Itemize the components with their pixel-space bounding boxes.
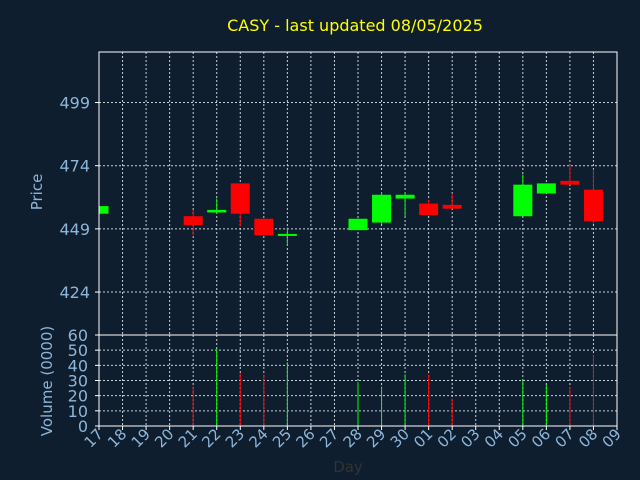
candle-body	[207, 209, 227, 213]
x-axis-label: Day	[333, 458, 363, 476]
candle	[183, 209, 203, 236]
candle-body	[395, 194, 415, 199]
candle-body	[560, 180, 580, 185]
candle-body	[183, 216, 203, 226]
candle-body	[513, 184, 533, 217]
candle-body	[230, 183, 250, 214]
candle-body	[99, 206, 109, 214]
candle	[419, 199, 439, 215]
candle-body	[372, 194, 392, 223]
candle	[98, 206, 109, 214]
candle	[207, 198, 227, 214]
price-tick-label: 449	[59, 220, 90, 239]
candle	[230, 183, 250, 227]
volume-axis-label: Volume (0000)	[38, 326, 56, 436]
candle-body	[536, 183, 556, 194]
candle	[395, 192, 415, 217]
volume-tick-label: 10	[68, 402, 88, 421]
volume-tick-label: 50	[68, 341, 88, 360]
price-tick-label: 424	[59, 283, 90, 302]
volume-tick-label: 0	[78, 417, 88, 436]
candle	[513, 174, 533, 217]
chart-title: CASY - last updated 08/05/2025	[227, 16, 483, 35]
candle-body	[254, 218, 274, 236]
price-tick-label: 499	[59, 94, 90, 113]
candle-body	[442, 204, 462, 209]
price-axis-label: Price	[28, 174, 46, 211]
candle	[442, 193, 462, 209]
candle-body	[419, 203, 439, 215]
volume-tick-label: 60	[68, 326, 88, 345]
candle-body	[583, 189, 603, 222]
candle	[560, 164, 580, 185]
volume-tick-label: 40	[68, 356, 88, 375]
price-tick-label: 474	[59, 157, 90, 176]
volume-bars	[192, 348, 594, 426]
volume-tick-label: 20	[68, 387, 88, 406]
candle	[348, 218, 368, 231]
candle	[536, 183, 556, 194]
candle	[372, 192, 392, 224]
candle	[254, 218, 274, 236]
candle-body	[348, 218, 368, 231]
volume-tick-label: 30	[68, 372, 88, 391]
candle	[583, 169, 603, 224]
candle-body	[277, 233, 297, 236]
candle	[277, 227, 297, 246]
price-candles	[98, 164, 603, 246]
